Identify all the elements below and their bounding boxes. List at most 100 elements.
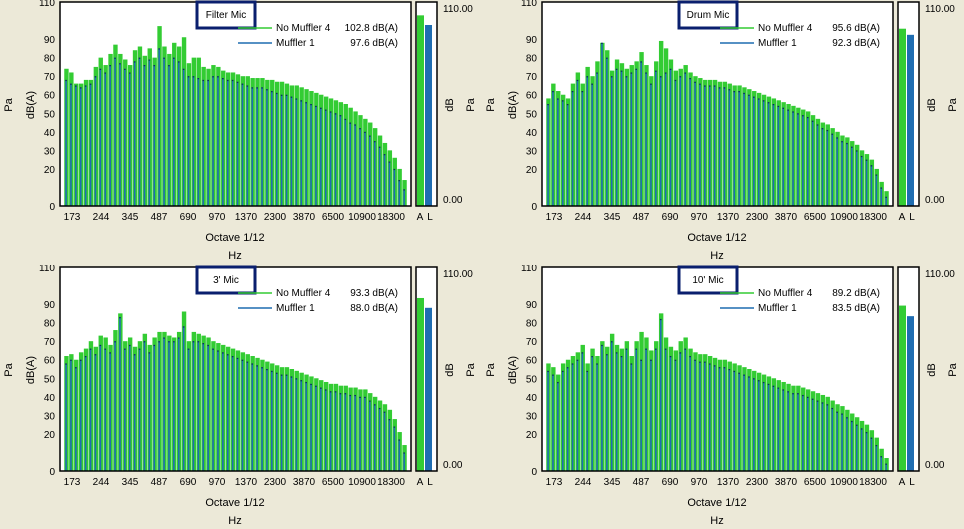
bar-muffler-cap xyxy=(689,356,691,358)
bar-muffler xyxy=(782,107,785,206)
bar-muffler xyxy=(388,161,391,206)
bar-muffler-cap xyxy=(300,100,303,102)
bar-muffler-cap xyxy=(836,411,838,413)
bar-muffler xyxy=(251,87,254,206)
bar-muffler-cap xyxy=(119,63,121,65)
mic-title-box xyxy=(195,0,257,30)
bar-muffler-cap xyxy=(885,463,887,465)
bar-muffler xyxy=(217,76,219,207)
bar-muffler-cap xyxy=(324,389,327,391)
bar-muffler-cap xyxy=(806,396,809,399)
bar-muffler-cap xyxy=(787,391,789,393)
bar-muffler-cap xyxy=(177,337,180,339)
bar-muffler-cap xyxy=(373,141,376,143)
bar-muffler xyxy=(119,63,121,207)
y-tick-label: 90 xyxy=(526,35,538,46)
bar-muffler-cap xyxy=(689,78,691,80)
x-axis-label: Octave 1/12 xyxy=(687,497,746,509)
bar-muffler-cap xyxy=(821,128,824,130)
bar-muffler xyxy=(561,370,564,471)
bar-muffler-cap xyxy=(561,100,564,102)
bar-muffler-cap xyxy=(256,87,258,89)
bar-muffler-cap xyxy=(349,122,352,124)
bar-muffler xyxy=(109,352,111,471)
legend-series-value: 95.6 dB(A) xyxy=(832,23,880,34)
bar-muffler xyxy=(576,79,579,206)
y-tick-label: 40 xyxy=(44,128,56,139)
bar-muffler-cap xyxy=(743,92,745,95)
legend-series-name: No Muffler 4 xyxy=(758,23,813,34)
legend-series-value: 92.3 dB(A) xyxy=(832,38,880,49)
bar-muffler xyxy=(94,76,97,207)
bar-muffler xyxy=(148,352,151,471)
bar-muffler xyxy=(684,348,687,471)
bar-muffler xyxy=(241,83,244,206)
bar-muffler-cap xyxy=(581,352,584,354)
bar-muffler xyxy=(354,124,356,206)
bar-muffler-cap xyxy=(231,356,234,358)
x-tick-label: 487 xyxy=(633,477,650,488)
y-axis-label-pa: Pa xyxy=(485,362,497,376)
bar-muffler-cap xyxy=(846,142,848,145)
bar-muffler xyxy=(177,337,180,471)
bar-muffler-cap xyxy=(630,363,633,365)
y-tick-label: 90 xyxy=(526,300,538,311)
bar-muffler xyxy=(226,79,229,206)
bar-muffler-cap xyxy=(290,376,293,378)
y-tick-label: 60 xyxy=(526,91,538,102)
bar-muffler-cap xyxy=(168,65,170,67)
bar-muffler xyxy=(865,432,868,471)
y-tick-label: 60 xyxy=(44,356,56,367)
x-tick-label: 6500 xyxy=(322,477,345,488)
bar-muffler-cap xyxy=(266,89,268,91)
bar-muffler xyxy=(212,76,214,207)
bar-muffler-cap xyxy=(826,404,829,406)
mic-title: 3' Mic xyxy=(213,275,239,286)
bar-muffler-cap xyxy=(620,356,623,358)
bar-muffler-cap xyxy=(222,78,224,80)
bar-muffler xyxy=(767,383,770,471)
meter-tick-a: A xyxy=(417,212,424,223)
y-tick-label: 0 xyxy=(49,467,55,478)
bar-muffler-cap xyxy=(388,419,391,421)
x-tick-label: 345 xyxy=(122,477,139,488)
bar-muffler-cap xyxy=(743,374,745,376)
bar-muffler-cap xyxy=(398,439,401,441)
y-tick-label: 30 xyxy=(526,411,538,422)
legend-series-value: 97.6 dB(A) xyxy=(350,38,398,49)
bar-muffler xyxy=(300,380,303,471)
bar-muffler-cap xyxy=(601,42,603,44)
bar-muffler-cap xyxy=(699,83,701,85)
bar-muffler xyxy=(880,456,883,471)
bar-muffler xyxy=(158,341,160,471)
bar-muffler xyxy=(202,343,205,471)
bar-muffler xyxy=(168,341,170,471)
bar-muffler-cap xyxy=(359,128,361,130)
bar-muffler xyxy=(393,426,396,471)
y-tick-label: 40 xyxy=(526,128,538,139)
bar-muffler-cap xyxy=(295,98,298,100)
meter-frame xyxy=(415,1,438,207)
bar-muffler-cap xyxy=(334,113,337,115)
bar-muffler xyxy=(851,420,853,471)
bar-muffler xyxy=(344,118,347,206)
legend-series-name: Muffler 1 xyxy=(276,303,315,314)
bar-muffler xyxy=(261,87,263,206)
meter-bottom-label: 0.00 xyxy=(925,195,945,206)
y-tick-label: 90 xyxy=(44,300,56,311)
x-tick-label: 3870 xyxy=(775,212,798,223)
bar-muffler-cap xyxy=(359,396,361,399)
y-axis-label-dba: dB(A) xyxy=(507,91,519,119)
bar-muffler-cap xyxy=(202,79,205,82)
bar-muffler xyxy=(841,413,843,471)
bar-muffler xyxy=(855,150,858,206)
bar-muffler-cap xyxy=(393,426,396,428)
bar-muffler-cap xyxy=(841,141,843,143)
bar-muffler xyxy=(841,141,843,206)
bar-muffler xyxy=(89,83,92,206)
x-tick-label: 18300 xyxy=(859,477,887,488)
bar-muffler-cap xyxy=(128,344,131,347)
bar-muffler xyxy=(398,180,401,206)
bar-muffler-cap xyxy=(679,76,682,78)
bar-muffler-cap xyxy=(173,341,175,343)
